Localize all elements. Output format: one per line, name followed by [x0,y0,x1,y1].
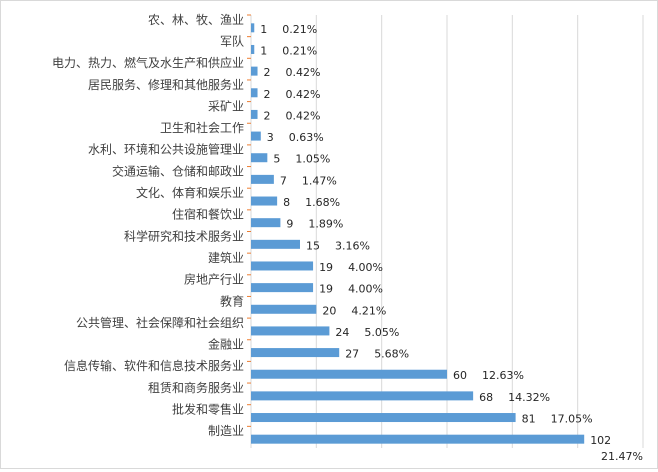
category-label: 交通运输、仓储和邮政业 [112,163,244,178]
category-label: 军队 [220,33,244,48]
percent-label: 1.47% [302,174,337,187]
bar [251,196,278,206]
category-label: 卫生和社会工作 [160,120,244,135]
bar [251,131,261,141]
percent-labels: 0.21% 0.21% 0.42% 0.42% 0.42% 0.63% 1.05% 1.47%… [282,23,643,463]
category-label: 批发和零售业 [172,402,244,417]
category-label: 金融业 [208,337,244,352]
bar [251,174,274,184]
bar [251,66,258,76]
percent-label: 4.00% [348,283,383,296]
category-label: 制造业 [208,424,244,438]
bar [251,434,585,444]
value-label: 5 [273,153,280,166]
bar [251,283,314,293]
bar [251,391,474,401]
category-label: 科学研究和技术服务业 [124,228,244,243]
category-label: 文化、体育和娱乐业 [136,185,244,200]
category-label: 信息传输、软件和信息技术服务业 [64,358,244,373]
bar [251,239,300,249]
value-label: 60 [453,369,467,382]
value-label: 68 [479,391,493,404]
bar [251,304,317,314]
gridlines [250,15,644,448]
percent-label: 4.00% [348,261,383,274]
percent-label: 21.47% [601,450,643,463]
bar [251,369,447,379]
percent-label: 0.42% [286,88,321,101]
value-label: 19 [319,261,333,274]
percent-label: 0.21% [282,23,317,36]
percent-label: 0.63% [289,131,324,144]
category-labels: 农、林、牧、渔业军队电力、热力、燃气及水生产和供应业居民服务、修理和其他服务业采… [52,13,244,438]
category-label: 公共管理、社会保障和社会组织 [76,315,244,330]
category-label: 水利、环境和公共设施管理业 [88,142,244,157]
value-label: 2 [264,66,271,79]
bar [251,109,258,119]
category-label: 建筑业 [208,250,244,265]
value-label: 1 [260,23,267,36]
percent-label: 3.16% [335,239,370,252]
percent-label: 12.63% [482,369,524,382]
value-label: 9 [286,218,293,231]
value-label: 2 [264,109,271,122]
percent-label: 1.05% [295,153,330,166]
value-label: 19 [319,283,333,296]
value-label: 7 [280,174,287,187]
category-label: 租赁和商务服务业 [148,380,244,395]
category-label: 农、林、牧、渔业 [148,13,244,27]
percent-label: 17.05% [551,413,593,426]
value-label: 102 [590,434,611,447]
value-label: 81 [522,413,536,426]
percent-label: 0.42% [286,66,321,79]
category-ticks [247,14,251,427]
category-label: 住宿和餐饮业 [172,207,244,222]
value-label: 8 [283,196,290,209]
value-label: 15 [306,239,320,252]
value-label: 1 [260,44,267,57]
bar [251,23,255,33]
bar [251,348,340,358]
value-label: 3 [267,131,274,144]
percent-label: 4.21% [351,304,386,317]
bar [251,218,281,228]
bar [251,413,516,423]
category-label: 房地产行业 [184,272,244,287]
value-label: 2 [264,88,271,101]
category-label: 采矿业 [208,99,244,113]
category-label: 居民服务、修理和其他服务业 [88,77,244,92]
percent-label: 1.89% [308,218,343,231]
percent-label: 14.32% [508,391,550,404]
value-label: 24 [335,326,349,339]
bar [251,44,255,54]
bars [251,23,585,444]
value-labels: 1 1 2 2 2 3 57 8 9 15 19 19 20 24 27 60 68 81 102 [260,23,611,447]
percent-label: 5.05% [364,326,399,339]
percent-label: 0.42% [286,109,321,122]
value-label: 20 [322,304,336,317]
category-label: 教育 [220,293,244,308]
bar [251,88,258,98]
bar [251,153,268,163]
percent-label: 1.68% [305,196,340,209]
bar [251,261,314,271]
bar [251,326,330,336]
category-label: 电力、热力、燃气及水生产和供应业 [52,55,244,70]
percent-label: 5.68% [374,348,409,361]
value-label: 27 [345,348,359,361]
percent-label: 0.21% [282,44,317,57]
